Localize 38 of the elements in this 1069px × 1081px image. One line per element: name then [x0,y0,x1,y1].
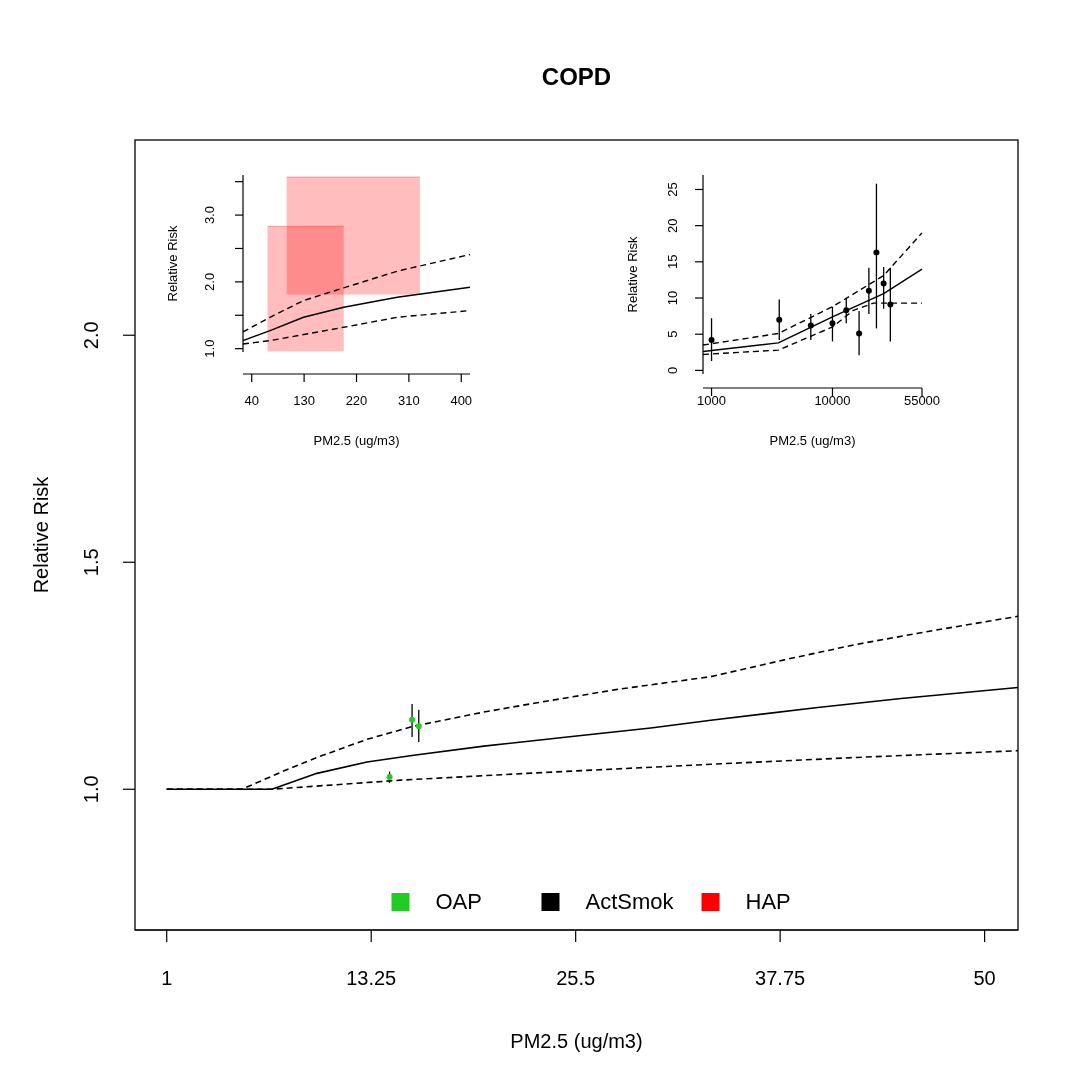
x-axis-title: PM2.5 (ug/m3) [510,1030,643,1052]
y-tick-label: 1.5 [80,548,102,577]
y-tick-label: 20 [665,218,680,233]
x-axis-title: PM2.5 (ug/m3) [313,433,400,448]
y-tick-label: 2.0 [202,272,217,291]
y-tick-label: 5 [665,330,680,338]
x-tick-label: 40 [244,393,259,408]
y-tick-label: 1.0 [80,775,102,804]
x-tick-label: 130 [293,393,315,408]
point [386,773,393,780]
y-tick-label: 25 [665,182,680,197]
legend-label: ActSmok [585,889,675,914]
x-tick-label: 10000 [814,393,851,408]
x-tick-label: 220 [345,393,368,408]
y-axis-title: Relative Risk [30,475,52,594]
x-tick-label: 25.5 [556,967,596,989]
y-axis-title: Relative Risk [165,225,180,302]
legend-label: OAP [435,889,482,914]
x-tick-label: 50 [973,967,996,989]
y-tick-label: 1.0 [202,339,217,358]
y-tick-label: 2.0 [80,321,102,350]
x-tick-label: 13.25 [346,967,397,989]
chart-title: COPD [541,63,612,90]
x-tick-label: 1000 [697,393,726,408]
y-tick-label: 0 [665,366,680,374]
legend-label: HAP [745,889,791,914]
x-tick-label: 37.75 [755,967,806,989]
x-tick-label: 55000 [903,393,941,408]
y-tick-label: 10 [665,290,680,306]
x-tick-label: 400 [450,393,473,408]
y-axis-title: Relative Risk [625,236,640,313]
x-axis-title: PM2.5 (ug/m3) [769,433,856,448]
point [409,716,416,723]
x-tick-label: 310 [398,393,420,408]
x-tick-label: 1 [161,967,173,989]
y-tick-label: 15 [665,254,680,270]
point [415,723,422,730]
y-tick-label: 3.0 [202,206,217,225]
